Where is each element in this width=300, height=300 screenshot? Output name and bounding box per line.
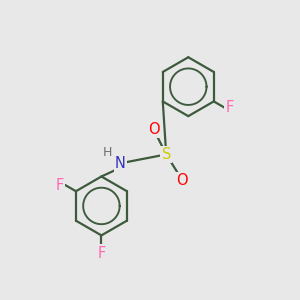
Text: O: O (148, 122, 160, 137)
Text: S: S (161, 147, 171, 162)
Text: F: F (97, 246, 106, 261)
Text: H: H (103, 146, 112, 159)
Text: F: F (55, 178, 63, 193)
Text: F: F (226, 100, 234, 115)
Text: N: N (115, 156, 126, 171)
Text: O: O (177, 173, 188, 188)
